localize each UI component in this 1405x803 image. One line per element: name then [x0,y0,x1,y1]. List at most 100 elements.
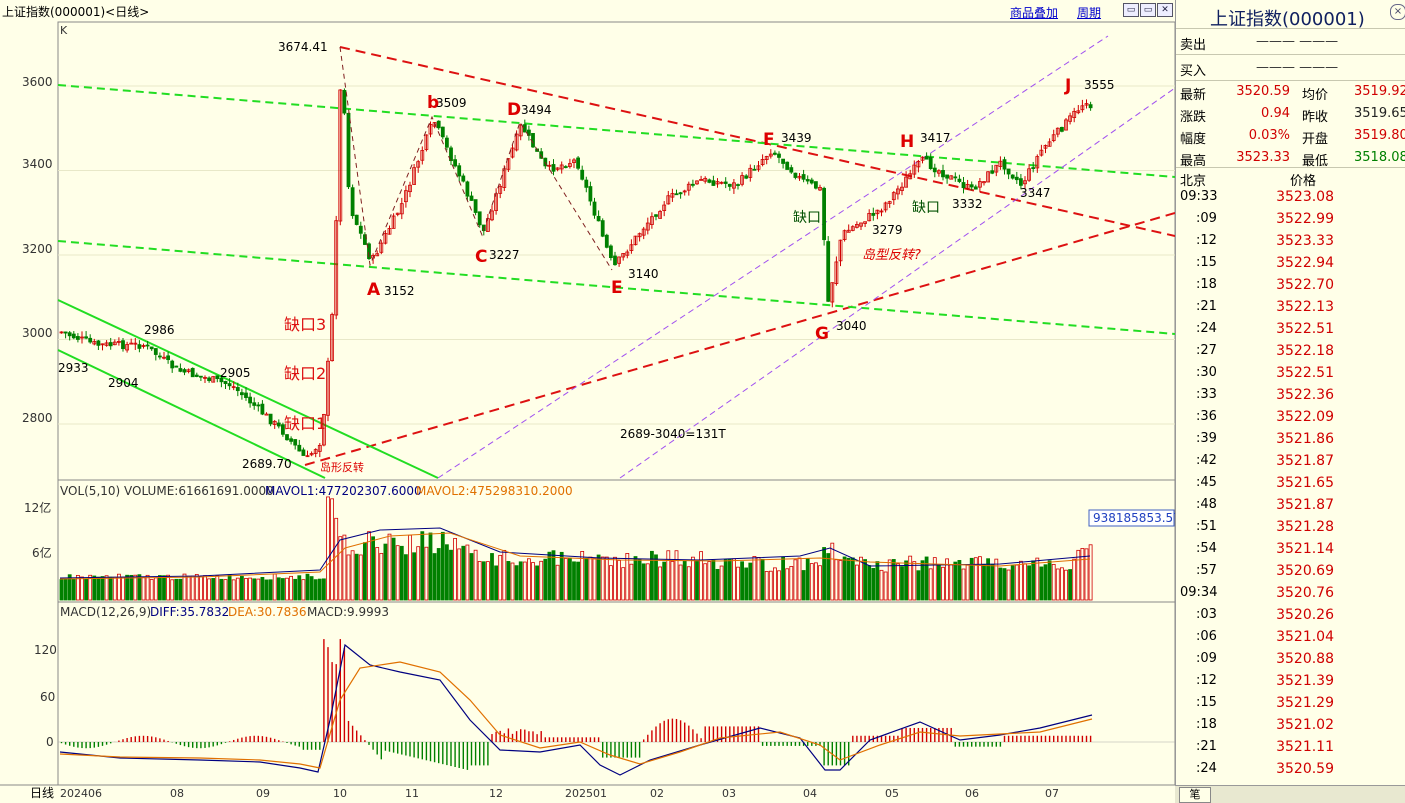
tick-row: :48 3521.87 [1176,494,1405,516]
candle-body [153,348,158,355]
volume-bar [1006,569,1011,601]
candle-body [321,414,326,446]
volume-bar [162,575,166,601]
candle-body [818,187,822,191]
volume-bar [875,561,880,601]
candle-body [723,181,728,184]
island-label: 岛形反转 [320,460,364,474]
volume-bar [1014,564,1019,601]
tick-price: 3520.26 [1276,607,1334,623]
volume-bar [748,562,753,601]
volume-bar [231,579,236,601]
volume-bar [666,550,671,601]
volume-bar [440,531,445,601]
volume-bar [613,556,617,601]
tick-row: :54 3521.14 [1176,538,1405,560]
candle-body [588,186,593,202]
candle-body [658,211,662,219]
candle-body [399,203,404,215]
volume-bar [141,576,146,601]
volume-bar [219,578,224,601]
candle-body [518,124,523,137]
candle-body [846,229,851,233]
volume-bar [752,556,757,601]
volume-bar [490,553,494,601]
val-J: 3555 [1084,78,1115,92]
volume-bar [732,558,736,601]
maximize-icon[interactable]: ▭ [1140,3,1156,17]
volume-bar [973,557,978,601]
quote-panel: 上证指数(000001) × 卖出 ——— ——— 买入 ——— ——— 最新 … [1175,0,1405,802]
tick-price: 3520.76 [1276,585,1334,601]
x-tick: 202501 [565,787,607,800]
trade-tab[interactable]: 笔 [1179,787,1211,803]
volume-bar [695,560,699,601]
volume-bar [104,575,109,601]
volume-bar [768,570,773,601]
candle-body [76,336,80,340]
volume-bar [502,549,507,601]
volume-bar [272,573,277,601]
volume-bar [527,558,531,601]
volume-bar [485,561,490,601]
tick-time: 09:33 [1180,189,1218,204]
volume-bar [121,576,125,601]
close-icon[interactable]: × [1390,4,1405,20]
volume-bar [412,552,417,601]
overlay-link[interactable]: 商品叠加 [1010,6,1059,20]
volume-bar [506,561,511,601]
tick-row: :27 3522.18 [1176,340,1405,362]
volume-bar [809,563,814,601]
candle-body [301,449,306,456]
period-link[interactable]: 周期 [1077,6,1102,20]
candle-body [100,343,105,346]
label-A: A [367,280,381,300]
chart-area[interactable]: K 3600 3400 3200 3000 2800 3674.41 2689.70 b… [0,0,1175,802]
volume-bar [1051,564,1056,601]
candle-body [428,124,433,135]
volume-bar [682,560,687,601]
candle-body [801,174,806,180]
candle-body [1088,104,1093,109]
candle-body [842,230,847,240]
volume-bar [650,550,654,601]
close-panel-icon[interactable]: ✕ [1157,3,1173,17]
tick-time: :06 [1196,629,1217,644]
candle-body [834,261,839,284]
val-b: 3509 [436,96,467,110]
candle-body [978,181,982,188]
x-tick: 02 [650,787,664,800]
x-tick: 12 [489,787,503,800]
restore-icon[interactable]: ▭ [1123,3,1139,17]
candle-body [744,175,749,179]
tick-price: 3521.28 [1276,519,1334,535]
candle-body [691,183,695,186]
volume-bar [432,553,437,601]
candle-body [1051,134,1056,141]
volume-bar [166,574,171,601]
candle-body [990,170,995,174]
volume-bar [842,556,847,601]
volume-bar [354,553,359,601]
volume-bar [117,573,121,601]
volume-bar [112,576,117,601]
candle-body [211,376,216,383]
candle-body [727,183,732,187]
volume-bar [1043,564,1048,601]
tick-list[interactable]: 09:33 3523.08:09 3522.99:12 3523.33:15 3522.… [1176,186,1405,780]
volume-bar [531,562,535,601]
candle-body [280,424,285,435]
candle-body [260,403,265,415]
candle-body [71,333,76,339]
label-G: G [815,324,829,344]
buy-label: 买入 [1180,64,1207,79]
volume-bar [736,566,740,601]
candle-body [670,193,675,198]
candle-body [338,89,343,222]
candle-body [637,233,642,238]
label-D: D [507,100,521,120]
candle-body [715,181,720,185]
volume-bar [764,571,769,601]
volume-bar [744,567,749,601]
candle-body [235,387,240,392]
